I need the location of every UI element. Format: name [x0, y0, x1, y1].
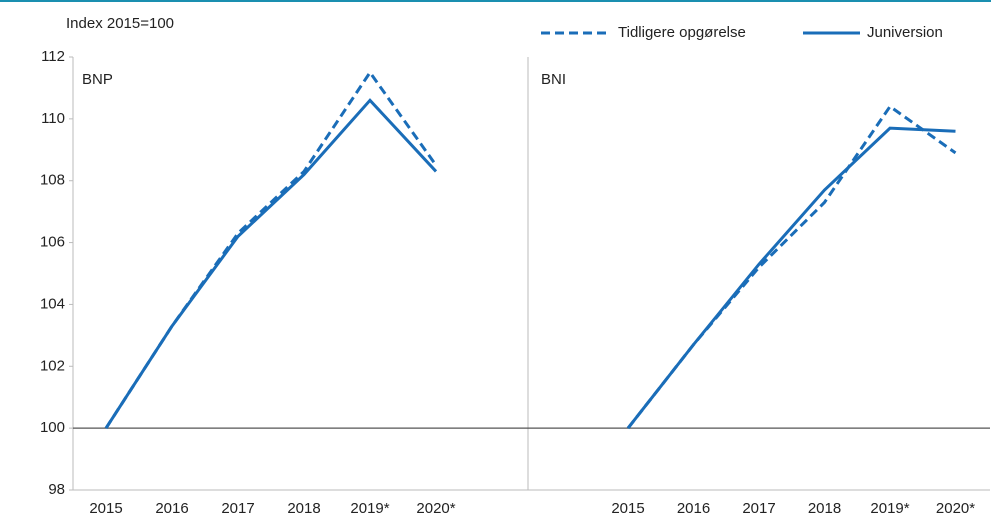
y-tick-label: 102: [40, 357, 65, 374]
x-tick-label: 2019*: [870, 500, 909, 517]
x-tick-label: 2016: [677, 500, 710, 517]
y-tick-label: 108: [40, 172, 65, 189]
y-axis-label: Index 2015=100: [66, 15, 174, 32]
series-line: [626, 126, 956, 430]
y-tick-label: 110: [41, 110, 65, 127]
x-tick-label: 2018: [808, 500, 841, 517]
x-tick-label: 2020*: [936, 500, 975, 517]
y-tick-label: 112: [41, 48, 65, 65]
series-line: [104, 98, 438, 429]
x-tick-label: 2016: [155, 500, 188, 517]
legend-label: Juniversion: [867, 24, 943, 41]
y-tick-label: 98: [48, 481, 65, 498]
x-tick-label: 2018: [287, 500, 320, 517]
panel-title: BNP: [82, 71, 113, 88]
x-tick-label: 2017: [221, 500, 254, 517]
x-tick-label: 2015: [611, 500, 644, 517]
x-tick-label: 2020*: [416, 500, 455, 517]
series-line: [104, 69, 438, 429]
y-tick-label: 104: [40, 295, 65, 312]
y-tick-label: 100: [40, 419, 65, 436]
y-tick-label: 106: [40, 234, 65, 251]
x-tick-label: 2017: [742, 500, 775, 517]
panel-title: BNI: [541, 71, 566, 88]
x-tick-label: 2015: [89, 500, 122, 517]
legend-label: Tidligere opgørelse: [618, 24, 746, 41]
x-tick-label: 2019*: [350, 500, 389, 517]
series-line: [626, 104, 957, 430]
